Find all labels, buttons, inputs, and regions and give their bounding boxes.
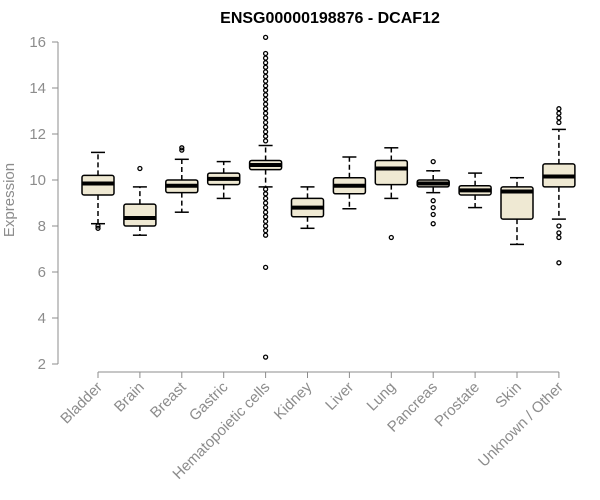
- chart-title: ENSG00000198876 - DCAF12: [220, 10, 440, 27]
- outlier-point: [556, 106, 562, 112]
- outlier-point: [430, 204, 436, 211]
- y-tick-label: 6: [38, 264, 46, 281]
- outlier-point: [262, 195, 269, 202]
- outlier-point: [262, 204, 269, 211]
- x-tick-label: Prostate: [431, 379, 483, 431]
- outlier-point: [430, 158, 436, 165]
- outlier-point: [262, 232, 269, 238]
- box-pancreas: [416, 158, 450, 227]
- box-gastric: [206, 160, 241, 200]
- outlier-point: [430, 211, 436, 218]
- x-tick-label: Skin: [492, 379, 525, 412]
- box-bladder: [81, 151, 115, 231]
- outlier-point: [262, 73, 269, 80]
- outlier-point: [430, 198, 436, 204]
- outlier-point: [137, 165, 143, 172]
- box-iqr: [123, 203, 157, 227]
- outlier-point: [262, 83, 269, 89]
- outlier-point: [262, 55, 269, 61]
- outlier-point: [262, 227, 269, 234]
- outlier-point: [388, 234, 394, 241]
- outlier-point: [556, 223, 562, 229]
- outlier-point: [262, 218, 269, 225]
- outlier-point: [262, 129, 269, 135]
- box-skin: [500, 176, 534, 246]
- outlier-point: [262, 92, 269, 98]
- boxes-group: [81, 34, 576, 360]
- outlier-point: [262, 264, 269, 271]
- outlier-point: [262, 87, 269, 93]
- outlier-point: [262, 115, 269, 121]
- x-tick-label: Kidney: [271, 378, 316, 423]
- outlier-point: [95, 223, 101, 229]
- box-unknown-other: [542, 106, 576, 266]
- outlier-point: [262, 78, 269, 84]
- outlier-point: [556, 260, 562, 266]
- outlier-point: [262, 101, 269, 107]
- outlier-point: [262, 186, 269, 192]
- y-tick-label: 10: [29, 172, 46, 189]
- x-tick-label: Liver: [322, 379, 357, 414]
- box-iqr: [374, 159, 409, 186]
- outlier-point: [262, 60, 269, 66]
- outlier-point: [556, 230, 562, 236]
- outlier-point: [262, 96, 269, 103]
- outlier-point: [262, 119, 269, 126]
- outlier-point: [262, 34, 269, 41]
- outlier-point: [262, 110, 269, 116]
- x-tick-label: Brain: [111, 379, 148, 416]
- box-lung: [374, 147, 409, 241]
- outlier-point: [262, 223, 269, 229]
- x-tick-label: Lung: [364, 379, 400, 415]
- outlier-point: [556, 119, 562, 126]
- y-tick-label: 14: [29, 80, 46, 97]
- outlier-point: [262, 354, 269, 360]
- outlier-point: [262, 214, 269, 220]
- outlier-point: [556, 110, 562, 116]
- y-axis: 2 4 6 8 10 12 14 16: [29, 34, 59, 373]
- y-tick-label: 12: [29, 126, 46, 143]
- y-tick-label: 8: [38, 218, 46, 235]
- outlier-point: [179, 145, 185, 151]
- outlier-point: [262, 124, 269, 130]
- outlier-point: [95, 225, 101, 231]
- outlier-point: [262, 106, 269, 112]
- box-iqr: [500, 186, 534, 220]
- outlier-point: [262, 200, 269, 206]
- box-prostate: [458, 172, 492, 209]
- outlier-point: [262, 191, 269, 197]
- y-axis-label: Expression: [1, 163, 18, 237]
- y-tick-label: 4: [38, 310, 46, 327]
- x-tick-label: Breast: [147, 378, 190, 421]
- box-hematopoietic-cells: [248, 34, 283, 360]
- x-tick-label: Bladder: [57, 379, 106, 428]
- box-kidney: [290, 186, 325, 230]
- y-tick-label: 16: [29, 34, 46, 51]
- outlier-point: [430, 221, 436, 227]
- box-brain: [123, 165, 157, 236]
- outlier-point: [556, 115, 562, 121]
- outlier-point: [179, 147, 185, 153]
- outlier-point: [262, 138, 269, 144]
- outlier-point: [262, 69, 269, 75]
- outlier-point: [262, 64, 269, 70]
- outlier-point: [262, 50, 269, 57]
- outlier-point: [556, 234, 562, 241]
- outlier-point: [262, 133, 269, 139]
- y-tick-label: 2: [38, 356, 46, 373]
- outlier-point: [262, 209, 269, 215]
- box-breast: [165, 145, 199, 213]
- box-liver: [332, 156, 367, 210]
